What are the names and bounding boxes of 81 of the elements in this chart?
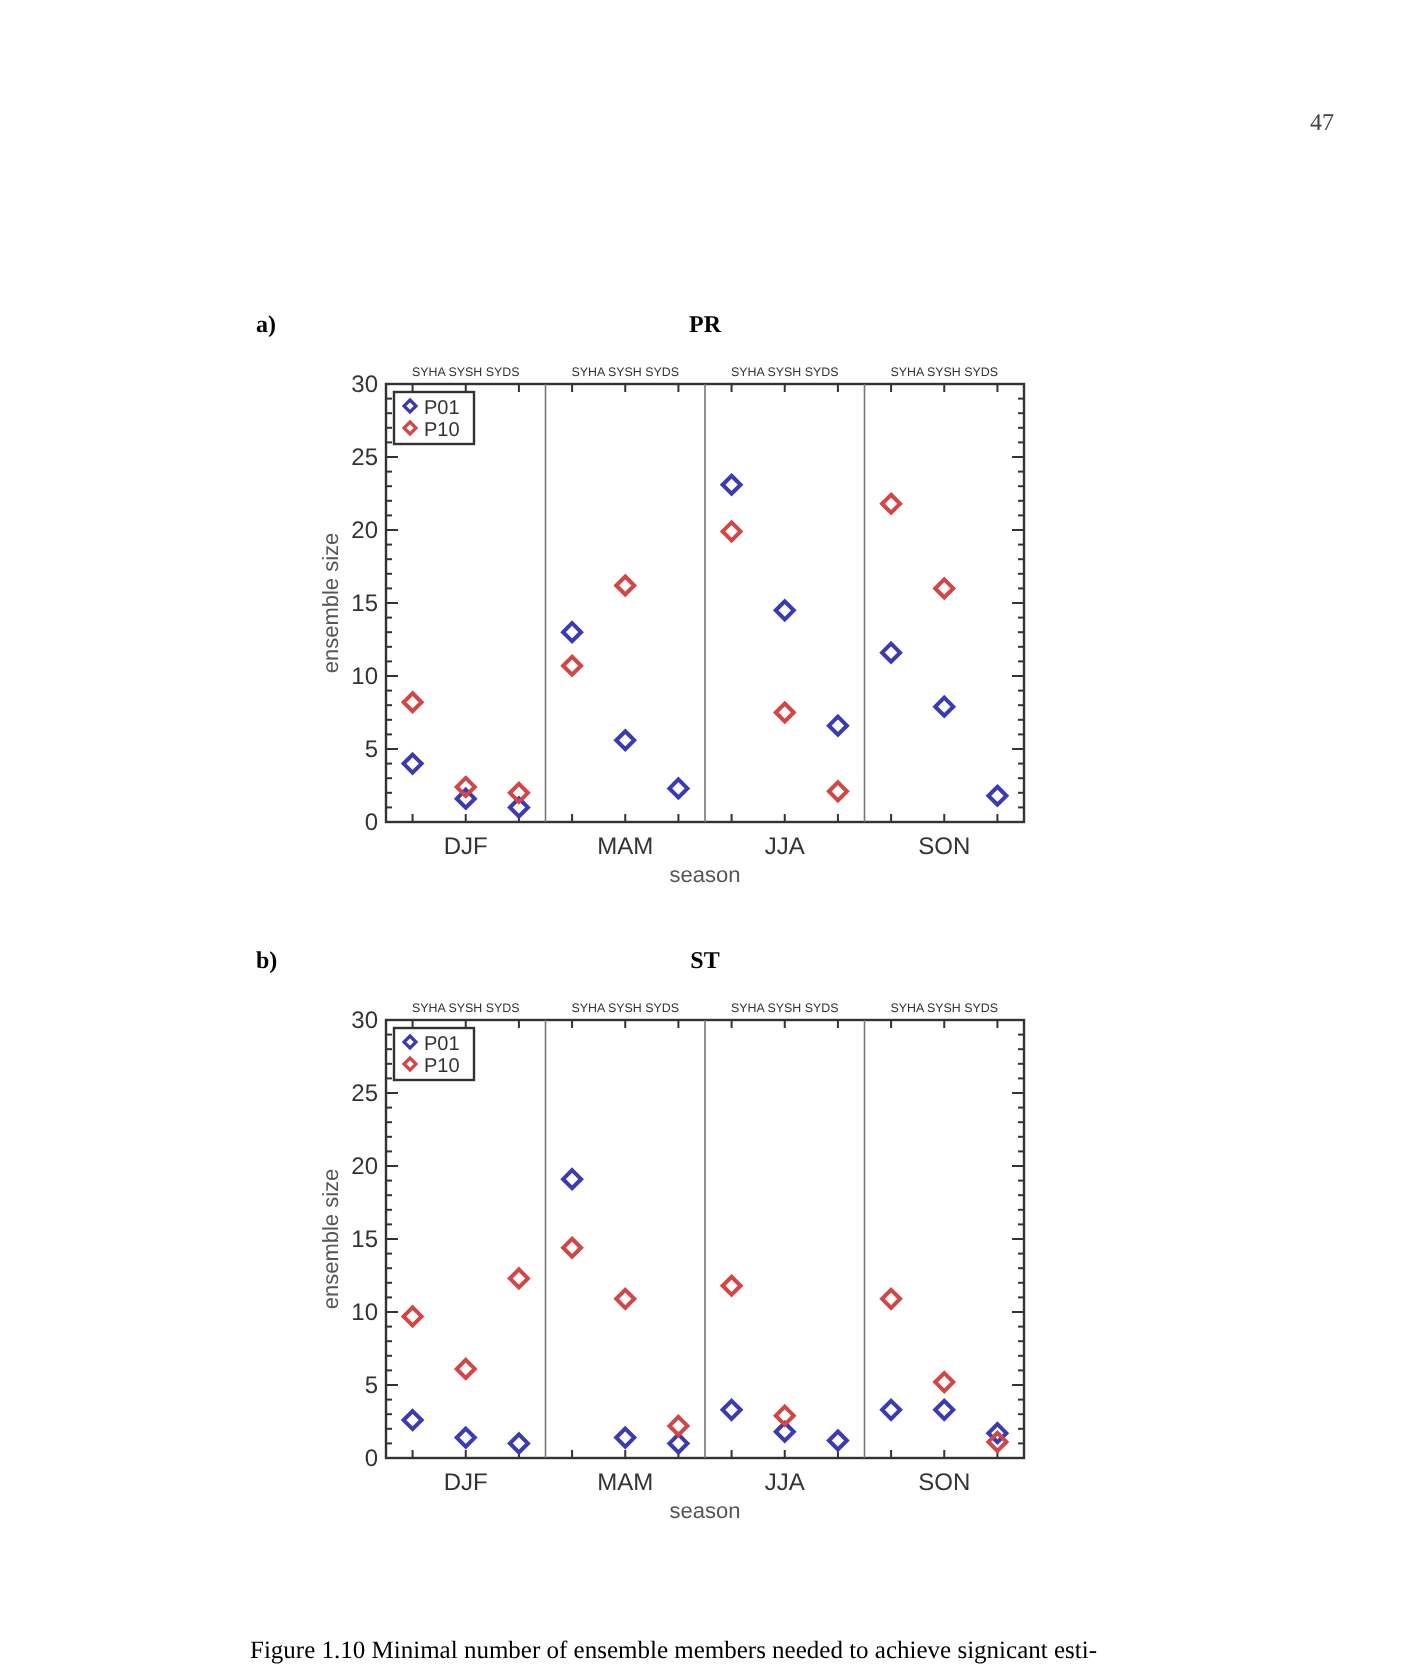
point <box>826 714 849 737</box>
legend-label: P01 <box>424 1034 461 1056</box>
legend-label: P10 <box>424 1056 461 1078</box>
y-tick-label: 25 <box>351 1079 379 1107</box>
point <box>401 691 424 714</box>
point <box>720 520 743 543</box>
point <box>454 775 477 798</box>
point <box>667 777 690 800</box>
point <box>561 621 584 644</box>
point <box>667 1414 690 1437</box>
x-axis-title: season <box>669 1500 741 1524</box>
point <box>933 577 956 600</box>
point <box>401 1409 424 1432</box>
point <box>614 1287 637 1310</box>
x-axis-title: season <box>669 864 741 888</box>
y-tick-label: 5 <box>364 1371 379 1399</box>
y-tick-label: 0 <box>364 808 379 836</box>
point <box>561 654 584 677</box>
y-tick-label: 20 <box>351 516 379 544</box>
point <box>773 599 796 622</box>
point <box>614 729 637 752</box>
y-tick-label: 15 <box>351 589 379 617</box>
point <box>401 1305 424 1328</box>
text: 47 <box>1310 108 1334 136</box>
point <box>933 1398 956 1421</box>
point <box>933 695 956 718</box>
point <box>773 1404 796 1427</box>
y-tick-label: 10 <box>351 662 379 690</box>
x-tick-label: DJF <box>443 1468 488 1496</box>
x-tick-label: MAM <box>597 1468 654 1496</box>
x-tick-label: MAM <box>597 832 654 860</box>
y-axis-title: ensemble size <box>320 532 344 674</box>
y-tick-label: 20 <box>351 1152 379 1180</box>
point <box>507 796 530 819</box>
y-tick-label: 15 <box>351 1225 379 1253</box>
point <box>986 1430 1009 1453</box>
point <box>773 1420 796 1443</box>
x-tick-label: JJA <box>764 832 805 860</box>
point <box>880 492 903 515</box>
y-tick-label: 5 <box>364 735 379 763</box>
point <box>986 1422 1009 1445</box>
point <box>720 1274 743 1297</box>
x-tick-label: SON <box>918 832 971 860</box>
point <box>667 1432 690 1455</box>
chart-title: ST <box>690 946 720 974</box>
point <box>720 1398 743 1421</box>
point <box>880 1287 903 1310</box>
point <box>986 784 1009 807</box>
y-tick-label: 30 <box>351 1006 379 1034</box>
point <box>561 1168 584 1191</box>
y-tick-label: 30 <box>351 370 379 398</box>
y-tick-label: 25 <box>351 443 379 471</box>
point <box>454 1426 477 1449</box>
caption: Figure 1.10 Minimal number of ensemble members needed to achieve signicant esti- <box>250 1636 1097 1664</box>
text: a) <box>256 310 276 338</box>
point <box>720 473 743 496</box>
point <box>454 787 477 810</box>
point <box>933 1371 956 1394</box>
point <box>507 1432 530 1455</box>
x-tick-label: SON <box>918 1468 971 1496</box>
point <box>401 752 424 775</box>
legend-label: P01 <box>424 398 461 420</box>
point <box>614 574 637 597</box>
point <box>826 780 849 803</box>
y-tick-label: 0 <box>364 1444 379 1472</box>
point <box>561 1236 584 1259</box>
x-tick-label: JJA <box>764 1468 805 1496</box>
point <box>507 1267 530 1290</box>
y-axis-title: ensemble size <box>320 1168 344 1310</box>
point <box>773 701 796 724</box>
chart-title: PR <box>689 310 722 338</box>
x-tick-label: DJF <box>443 832 488 860</box>
point <box>826 1429 849 1452</box>
point <box>454 1357 477 1380</box>
point <box>880 1398 903 1421</box>
point <box>880 641 903 664</box>
legend-label: P10 <box>424 420 461 442</box>
point <box>614 1426 637 1449</box>
text: b) <box>256 946 278 974</box>
y-tick-label: 10 <box>351 1298 379 1326</box>
point <box>507 781 530 804</box>
